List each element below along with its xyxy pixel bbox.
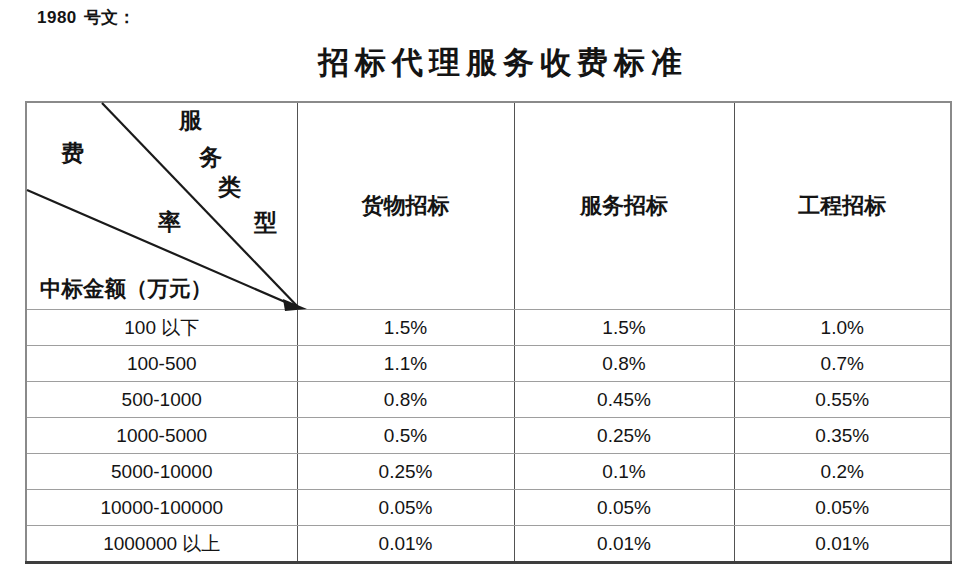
works-rate-cell: 0.05% — [734, 490, 951, 526]
table-row: 1000000 以上 0.01% 0.01% 0.01% — [26, 526, 951, 563]
service-rate-cell: 0.8% — [514, 346, 734, 382]
goods-rate-cell: 1.1% — [297, 346, 514, 382]
amount-range-cell: 500-1000 — [26, 382, 297, 418]
document-page: 1980 号文： 招标代理服务收费标准 费 率 服 — [0, 0, 976, 581]
amount-range-cell: 1000000 以上 — [26, 526, 297, 563]
works-rate-cell: 0.2% — [734, 454, 951, 490]
fee-standard-table: 费 率 服 务 类 型 中标金额（万元） 货物招标 服务招标 工程招标 100 … — [25, 101, 952, 564]
table-row: 100-500 1.1% 0.8% 0.7% — [26, 346, 951, 382]
works-rate-cell: 0.7% — [734, 346, 951, 382]
corner-label-service-char-3: 类 — [218, 176, 241, 199]
page-title: 招标代理服务收费标准 — [0, 42, 976, 84]
corner-amount-label: 中标金额（万元） — [40, 279, 212, 301]
amount-range-cell: 100-500 — [26, 346, 297, 382]
service-rate-cell: 0.25% — [514, 418, 734, 454]
works-rate-cell: 0.55% — [734, 382, 951, 418]
column-header-goods: 货物招标 — [297, 102, 514, 310]
column-header-service: 服务招标 — [514, 102, 734, 310]
goods-rate-cell: 1.5% — [297, 310, 514, 346]
corner-label-service-char-2: 务 — [199, 146, 222, 169]
amount-range-cell: 100 以下 — [26, 310, 297, 346]
amount-range-cell: 10000-100000 — [26, 490, 297, 526]
service-rate-cell: 0.05% — [514, 490, 734, 526]
goods-rate-cell: 0.5% — [297, 418, 514, 454]
service-rate-cell: 1.5% — [514, 310, 734, 346]
works-rate-cell: 1.0% — [734, 310, 951, 346]
works-rate-cell: 0.01% — [734, 526, 951, 563]
goods-rate-cell: 0.05% — [297, 490, 514, 526]
service-rate-cell: 0.1% — [514, 454, 734, 490]
amount-range-cell: 5000-10000 — [26, 454, 297, 490]
table-header-row: 费 率 服 务 类 型 中标金额（万元） 货物招标 服务招标 工程招标 — [26, 102, 951, 310]
doc-reference: 1980 号文： — [37, 6, 135, 29]
goods-rate-cell: 0.8% — [297, 382, 514, 418]
works-rate-cell: 0.35% — [734, 418, 951, 454]
amount-range-cell: 1000-5000 — [26, 418, 297, 454]
table-row: 10000-100000 0.05% 0.05% 0.05% — [26, 490, 951, 526]
column-header-works: 工程招标 — [734, 102, 951, 310]
corner-label-rate-char: 率 — [158, 211, 181, 234]
table-row: 100 以下 1.5% 1.5% 1.0% — [26, 310, 951, 346]
doc-number: 1980 — [37, 8, 77, 27]
service-rate-cell: 0.45% — [514, 382, 734, 418]
table-row: 500-1000 0.8% 0.45% 0.55% — [26, 382, 951, 418]
goods-rate-cell: 0.25% — [297, 454, 514, 490]
table-row: 5000-10000 0.25% 0.1% 0.2% — [26, 454, 951, 490]
goods-rate-cell: 0.01% — [297, 526, 514, 563]
corner-label-service-char-1: 服 — [179, 109, 202, 132]
corner-label-service-char-4: 型 — [254, 211, 277, 234]
table-row: 1000-5000 0.5% 0.25% 0.35% — [26, 418, 951, 454]
corner-label-fee-char: 费 — [61, 142, 84, 165]
doc-label: 号文： — [84, 8, 135, 27]
service-rate-cell: 0.01% — [514, 526, 734, 563]
diagonal-header-cell: 费 率 服 务 类 型 中标金额（万元） — [26, 102, 297, 310]
